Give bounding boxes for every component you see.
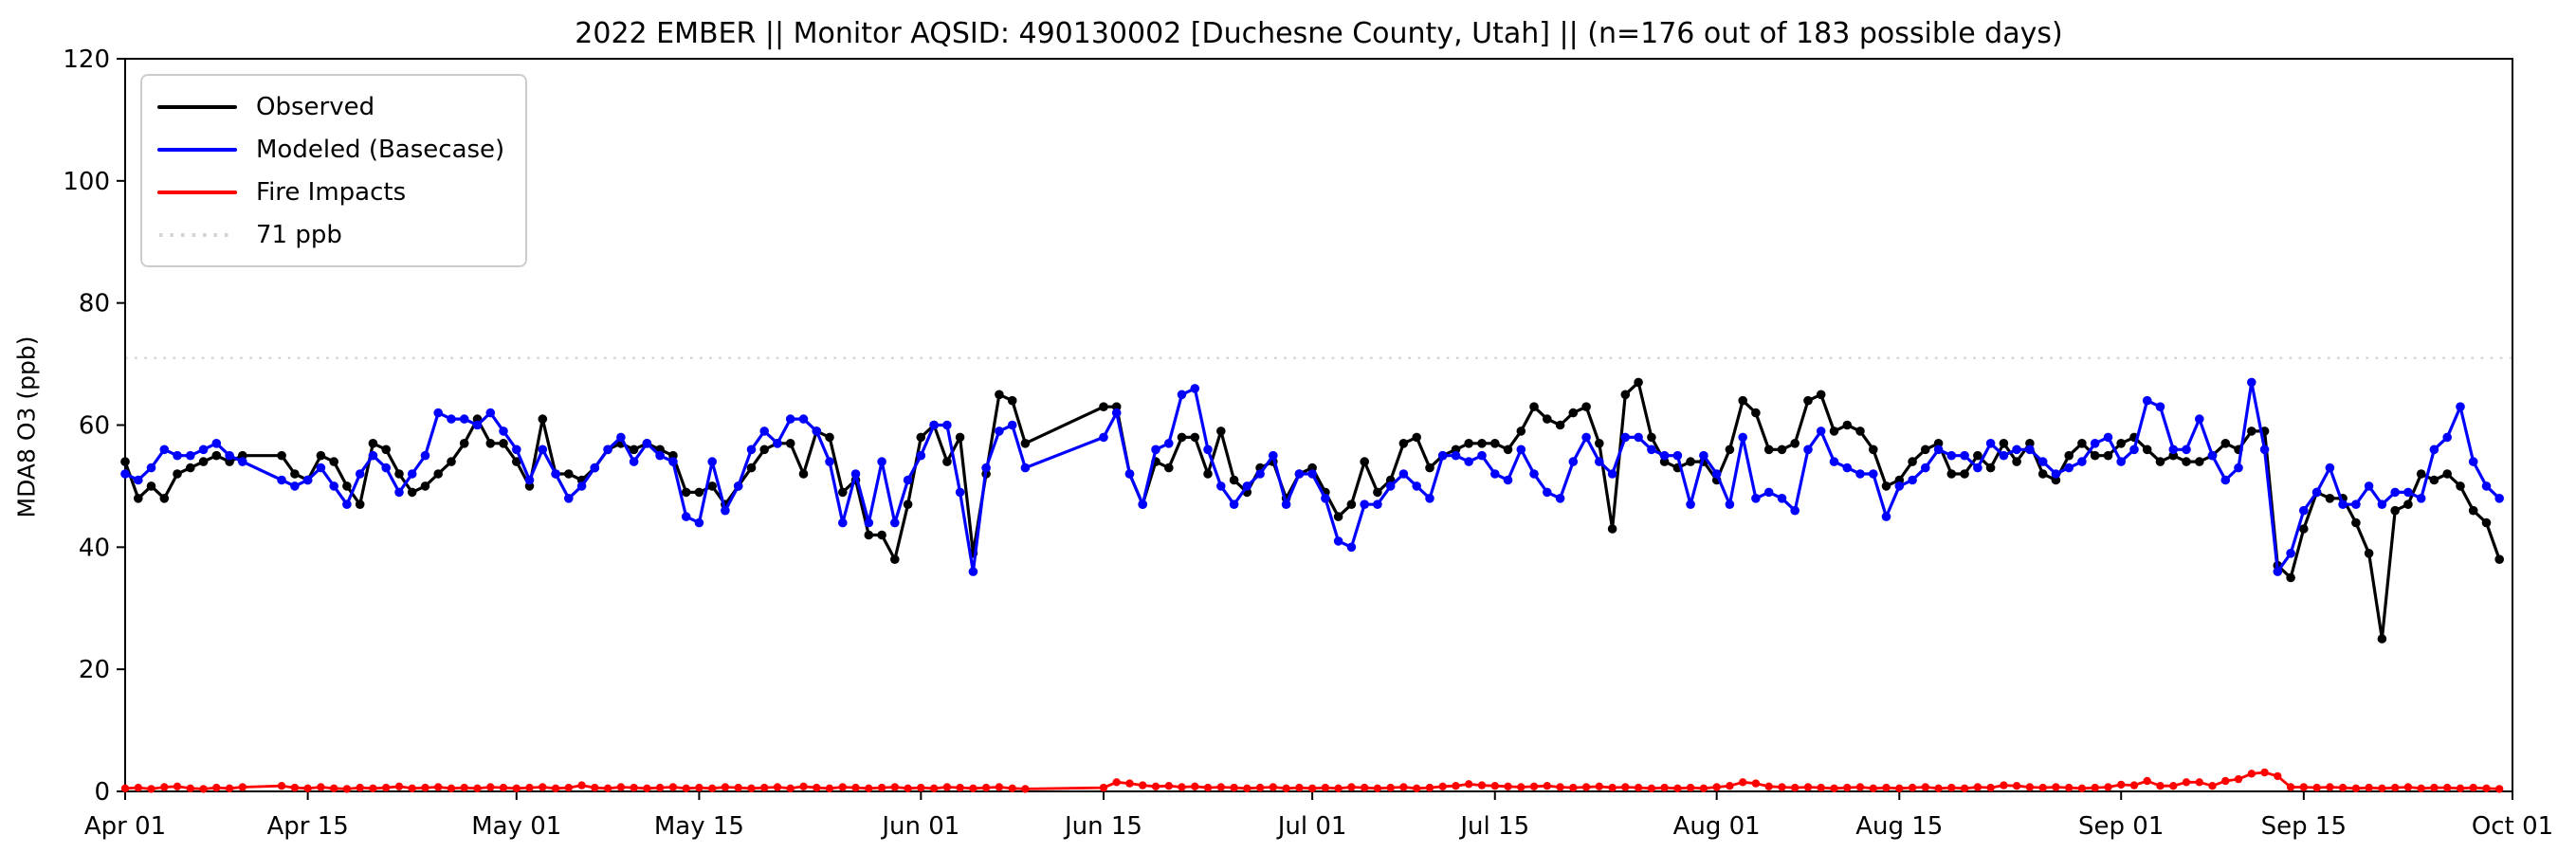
svg-text:May 01: May 01 xyxy=(471,812,561,841)
legend-item-modeled: Modeled (Basecase) xyxy=(157,128,504,171)
svg-text:Apr 15: Apr 15 xyxy=(266,812,348,841)
legend-item-threshold: 71 ppb xyxy=(157,213,504,256)
svg-text:Sep 15: Sep 15 xyxy=(2261,812,2347,841)
svg-text:May 15: May 15 xyxy=(654,812,744,841)
fire-line-sample xyxy=(157,189,237,196)
chart-title: 2022 EMBER || Monitor AQSID: 490130002 [… xyxy=(575,17,2063,50)
legend-label-modeled: Modeled (Basecase) xyxy=(256,135,505,164)
svg-text:Sep 01: Sep 01 xyxy=(2078,812,2164,841)
svg-text:Jul 01: Jul 01 xyxy=(1276,812,1347,841)
svg-text:Jun 01: Jun 01 xyxy=(880,812,959,841)
modeled-line-sample xyxy=(157,146,237,154)
svg-text:Apr 01: Apr 01 xyxy=(84,812,166,841)
observed-line-sample xyxy=(157,103,237,111)
svg-text:80: 80 xyxy=(79,290,110,318)
svg-text:Aug 15: Aug 15 xyxy=(1855,812,1943,841)
svg-text:Oct 01: Oct 01 xyxy=(2472,812,2553,841)
svg-text:40: 40 xyxy=(79,534,110,562)
legend-item-observed: Observed xyxy=(157,85,504,128)
svg-text:Jun 15: Jun 15 xyxy=(1063,812,1142,841)
svg-text:120: 120 xyxy=(63,45,110,74)
svg-text:Jul 15: Jul 15 xyxy=(1458,812,1529,841)
svg-text:Aug 01: Aug 01 xyxy=(1673,812,1761,841)
legend-label-fire: Fire Impacts xyxy=(256,177,407,207)
legend-label-observed: Observed xyxy=(256,92,375,121)
svg-text:0: 0 xyxy=(94,778,110,807)
legend-label-threshold: 71 ppb xyxy=(256,220,342,249)
svg-text:100: 100 xyxy=(63,168,110,196)
threshold-line-sample xyxy=(157,231,237,239)
legend-item-fire: Fire Impacts xyxy=(157,171,504,213)
svg-text:20: 20 xyxy=(79,656,110,684)
legend: Observed Modeled (Basecase) Fire Impacts… xyxy=(140,74,528,267)
svg-text:60: 60 xyxy=(79,412,110,441)
